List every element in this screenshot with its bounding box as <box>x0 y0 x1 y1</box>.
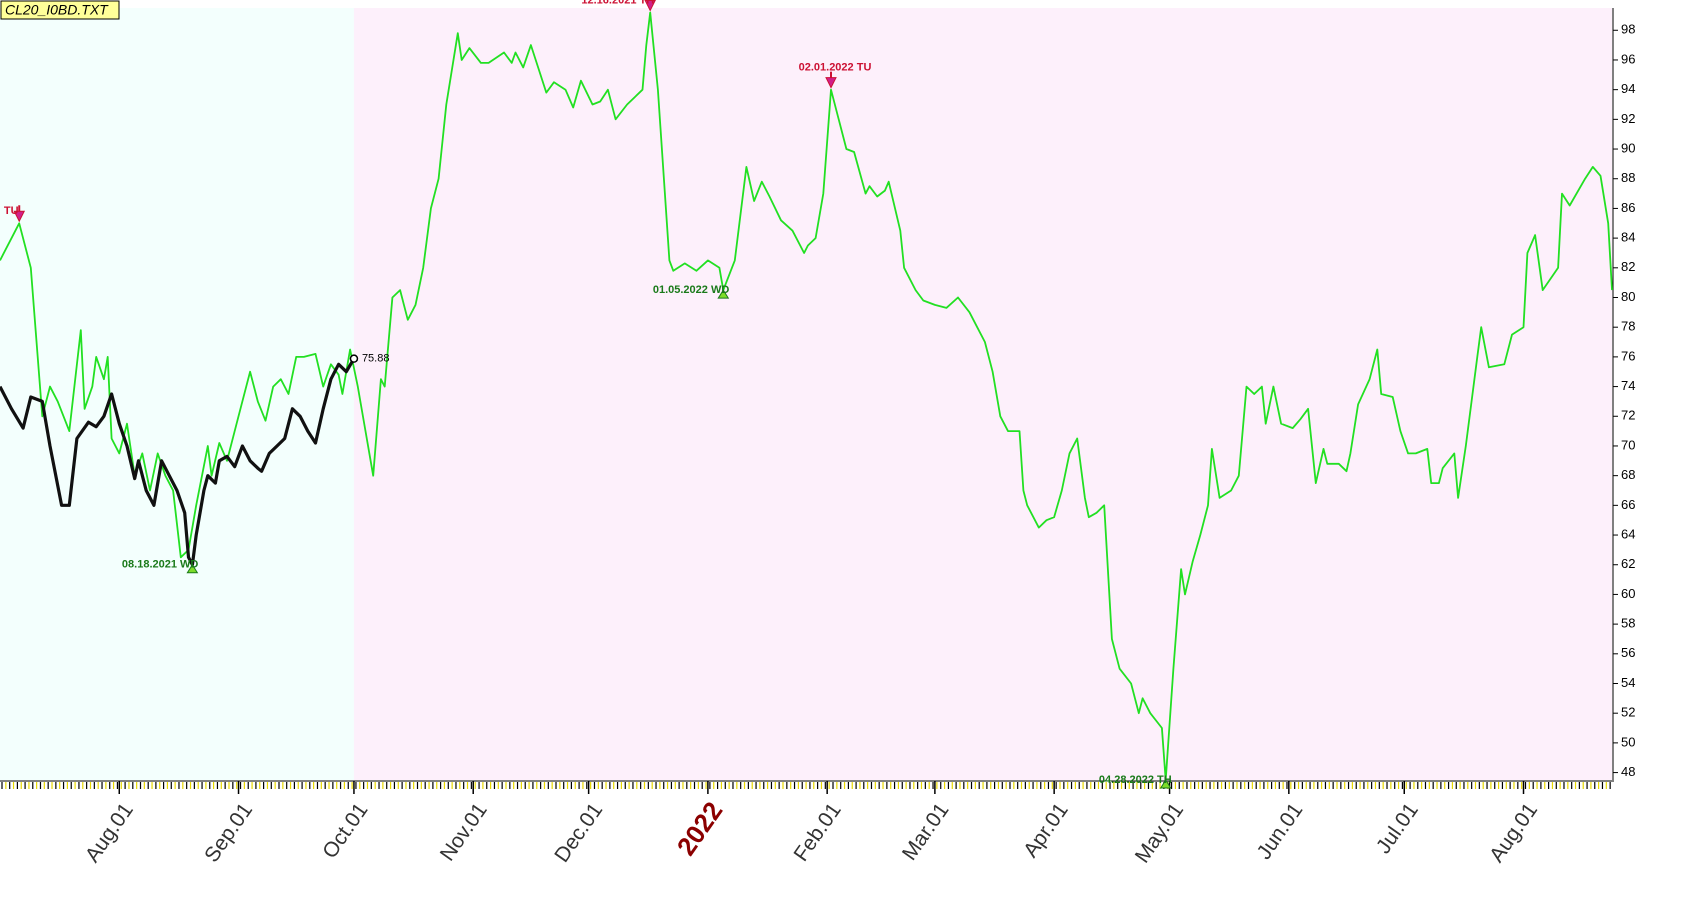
y-tick-label: 78 <box>1621 319 1635 334</box>
y-tick-label: 52 <box>1621 705 1635 720</box>
y-tick-label: 80 <box>1621 289 1635 304</box>
y-tick-label: 76 <box>1621 348 1635 363</box>
forecast-shade <box>353 8 1612 780</box>
y-tick-label: 90 <box>1621 140 1635 155</box>
history-shade <box>0 8 354 780</box>
y-tick-label: 66 <box>1621 497 1635 512</box>
plot-background <box>0 8 1612 780</box>
y-tick-label: 82 <box>1621 259 1635 274</box>
y-tick-label: 96 <box>1621 51 1635 66</box>
y-tick-label: 58 <box>1621 616 1635 631</box>
bottom-marker <box>186 563 199 574</box>
y-tick-label: 84 <box>1621 230 1635 245</box>
last-value-label: 75.88 <box>362 353 390 365</box>
y-tick-label: 62 <box>1621 556 1635 571</box>
y-tick-label: 50 <box>1621 734 1635 749</box>
y-tick-label: 64 <box>1621 526 1635 541</box>
y-tick-label: 86 <box>1621 200 1635 215</box>
ticker-label: CL20_I0BD.TXT <box>5 2 109 18</box>
bottom-marker <box>717 289 730 299</box>
annotation-label: 02.01.2022 TU <box>799 62 872 74</box>
y-tick-label: 56 <box>1621 645 1635 660</box>
y-tick-label: 98 <box>1621 22 1635 37</box>
y-tick-label: 60 <box>1621 586 1635 601</box>
last-point <box>349 354 359 363</box>
y-tick-label: 54 <box>1621 675 1635 690</box>
annotation-label: TU <box>4 205 19 217</box>
annotation-label: 12.16.2021 TH <box>581 0 654 6</box>
annotation-label: 08.18.2021 WD <box>122 559 198 571</box>
y-tick-label: 68 <box>1621 467 1635 482</box>
ticker-box <box>0 0 120 20</box>
series-line <box>0 357 356 567</box>
bottom-marker <box>1159 779 1172 789</box>
y-tick-label: 88 <box>1621 170 1635 185</box>
day-ruler <box>0 780 1612 789</box>
y-tick-label: 94 <box>1621 81 1635 96</box>
y-tick-label: 72 <box>1621 408 1635 423</box>
y-tick-label: 70 <box>1621 437 1635 452</box>
annotation-label: 04.28.2022 TH <box>1099 774 1172 786</box>
annotation-label: 01.05.2022 WD <box>653 284 729 296</box>
series-line <box>0 11 1613 781</box>
y-tick-label: 48 <box>1621 764 1635 779</box>
y-tick-label: 74 <box>1621 378 1635 393</box>
y-tick-label: 92 <box>1621 111 1635 126</box>
